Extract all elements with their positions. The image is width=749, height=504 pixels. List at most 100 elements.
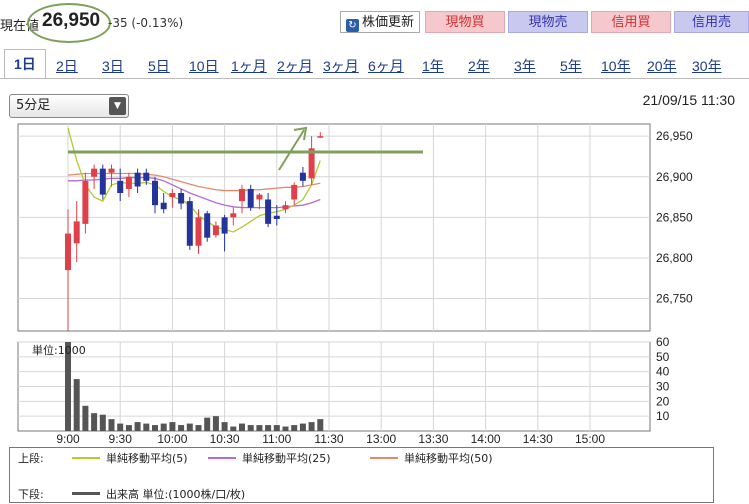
- tab-20y[interactable]: 20年: [647, 58, 677, 74]
- x-tick-label: 14:30: [523, 432, 553, 446]
- quote-header: 現在値 26,950 -35 (-0.13%) ↻ 株価更新 現物買 現物売 信用…: [0, 0, 749, 46]
- volume-bar: [82, 405, 89, 431]
- legend-ma25: 単純移動平均(25): [242, 452, 331, 465]
- tab-2m[interactable]: 2ヶ月: [277, 58, 313, 74]
- volume-bar: [73, 379, 80, 431]
- candle-body: [308, 148, 315, 179]
- tab-5d[interactable]: 5日: [148, 58, 170, 74]
- legend: 上段: 単純移動平均(5) 単純移動平均(25) 単純移動平均(50) 下段: …: [9, 447, 714, 503]
- volume-bar: [108, 419, 115, 431]
- interval-select-value: 5分足: [16, 98, 51, 113]
- tab-1d[interactable]: 1日: [4, 49, 46, 78]
- tab-10d[interactable]: 10日: [189, 58, 219, 74]
- x-tick-label: 13:30: [418, 432, 448, 446]
- tab-1y[interactable]: 1年: [422, 58, 444, 74]
- legend-upper-label: 上段:: [18, 452, 44, 465]
- candle-body: [143, 172, 150, 181]
- tab-5y[interactable]: 5年: [560, 58, 582, 74]
- tab-6m[interactable]: 6ヶ月: [368, 58, 404, 74]
- volume-bar: [160, 423, 167, 431]
- ma50-line: [67, 172, 321, 192]
- refresh-icon: ↻: [345, 19, 359, 32]
- volume-bar: [239, 423, 245, 431]
- candle-body: [221, 217, 228, 234]
- candle-body: [152, 180, 158, 206]
- tab-3d[interactable]: 3日: [102, 58, 124, 74]
- candle-body: [178, 193, 185, 204]
- legend-ma50-swatch: [370, 457, 398, 459]
- volume-bar: [265, 425, 272, 431]
- tab-3m[interactable]: 3ヶ月: [323, 58, 359, 74]
- x-tick-label: 10:30: [210, 432, 240, 446]
- chevron-down-icon: ▼: [109, 97, 126, 115]
- ma25-line: [68, 176, 321, 209]
- candle-body: [204, 213, 211, 238]
- annotation-arrow-line: [278, 129, 305, 171]
- candle-body: [160, 202, 167, 210]
- candle-body: [282, 205, 289, 210]
- candle-body: [99, 168, 106, 195]
- price-y-tick-label: 26,850: [656, 210, 693, 224]
- ma5-line: [67, 127, 321, 233]
- candle-body: [186, 201, 193, 246]
- volume-bar: [230, 426, 237, 431]
- tab-2d[interactable]: 2日: [56, 58, 78, 74]
- price-change: -35 (-0.13%): [108, 16, 184, 30]
- volume-bar: [317, 419, 324, 431]
- candle-body: [317, 136, 324, 138]
- volume-bar: [195, 425, 202, 431]
- x-tick-label: 15:00: [575, 432, 605, 446]
- legend-ma25-swatch: [208, 457, 236, 459]
- volume-bar: [308, 422, 315, 431]
- candle-body: [212, 225, 219, 236]
- annotation: [68, 126, 423, 171]
- candle-body: [273, 215, 280, 219]
- spot-sell-button[interactable]: 現物売: [508, 11, 588, 33]
- refresh-price-button[interactable]: ↻ 株価更新: [340, 11, 420, 33]
- volume-bar: [152, 425, 158, 431]
- tab-2y[interactable]: 2年: [468, 58, 490, 74]
- x-axis-ticks: 9:00 9:30 10:00 10:30 11:00 11:30 13:00 13:30 14…: [56, 432, 605, 446]
- tab-30y[interactable]: 30年: [692, 58, 722, 74]
- tab-1m[interactable]: 1ヶ月: [231, 58, 267, 74]
- candle-body: [299, 172, 306, 181]
- current-price: 26,950: [42, 10, 101, 31]
- volume-unit-label: 単位:1000: [32, 343, 86, 357]
- period-tabs: 1日 2日 3日 5日 10日 1ヶ月 2ヶ月 3ヶ月 6ヶ月 1年 2年 3年…: [0, 46, 749, 78]
- volume-grid: [18, 341, 650, 431]
- volume-bar: [204, 417, 211, 431]
- volume-bar: [282, 426, 289, 431]
- candle-body: [265, 199, 272, 224]
- legend-ma5: 単純移動平均(5): [106, 452, 188, 465]
- tab-10y[interactable]: 10年: [601, 58, 631, 74]
- candlesticks: [65, 132, 324, 331]
- volume-bar: [117, 423, 124, 431]
- candle-body: [65, 233, 71, 271]
- price-y-tick-label: 26,900: [656, 170, 693, 184]
- candle-body: [291, 184, 298, 200]
- legend-volume-swatch: [72, 492, 100, 495]
- x-tick-label: 11:00: [262, 432, 291, 446]
- volume-bar: [91, 413, 98, 431]
- legend-lower-label: 下段:: [18, 488, 44, 501]
- interval-select[interactable]: 5分足 ▼: [9, 94, 129, 118]
- margin-sell-button[interactable]: 信用売: [674, 11, 749, 33]
- margin-buy-button[interactable]: 信用買: [591, 11, 671, 33]
- spot-buy-button[interactable]: 現物買: [425, 11, 505, 33]
- volume-bar: [212, 416, 219, 431]
- x-tick-label: 11:30: [314, 432, 343, 446]
- volume-y-tick-label: 50: [656, 350, 670, 364]
- x-tick-label: 13:00: [366, 432, 396, 446]
- volume-bar: [247, 425, 254, 431]
- candle-body: [230, 213, 237, 218]
- price-y-tick-label: 26,750: [656, 292, 693, 306]
- tab-3y[interactable]: 3年: [514, 58, 536, 74]
- volume-y-tick-label: 60: [656, 335, 670, 349]
- volume-bar: [221, 422, 228, 431]
- annotation-arrow-head: [293, 126, 308, 141]
- price-y-tick-label: 26,800: [656, 251, 693, 265]
- chart-timestamp: 21/09/15 11:30: [642, 92, 735, 108]
- volume-bar: [299, 423, 306, 431]
